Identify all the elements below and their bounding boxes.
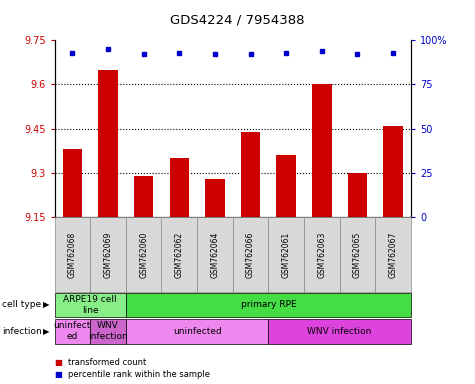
Text: GSM762065: GSM762065 bbox=[353, 231, 362, 278]
Bar bbox=[276, 155, 296, 217]
Bar bbox=[383, 126, 403, 217]
Text: GSM762062: GSM762062 bbox=[175, 231, 184, 278]
Bar bbox=[98, 70, 118, 217]
Bar bbox=[205, 179, 225, 217]
Bar bbox=[312, 84, 332, 217]
Text: ■: ■ bbox=[55, 358, 63, 367]
Text: GSM762066: GSM762066 bbox=[246, 231, 255, 278]
Text: ■: ■ bbox=[55, 370, 63, 379]
Text: ▶: ▶ bbox=[43, 300, 50, 310]
Bar bbox=[241, 132, 260, 217]
Text: GSM762067: GSM762067 bbox=[389, 231, 398, 278]
Text: GSM762069: GSM762069 bbox=[104, 231, 113, 278]
Text: uninfected: uninfected bbox=[173, 327, 221, 336]
Text: cell type: cell type bbox=[2, 300, 41, 310]
Bar bbox=[63, 149, 82, 217]
Text: primary RPE: primary RPE bbox=[240, 300, 296, 310]
Text: GSM762061: GSM762061 bbox=[282, 231, 291, 278]
Text: GSM762064: GSM762064 bbox=[210, 231, 219, 278]
Text: GSM762063: GSM762063 bbox=[317, 231, 326, 278]
Text: transformed count: transformed count bbox=[68, 358, 146, 367]
Text: percentile rank within the sample: percentile rank within the sample bbox=[68, 370, 210, 379]
Text: ▶: ▶ bbox=[43, 327, 50, 336]
Text: GSM762068: GSM762068 bbox=[68, 231, 77, 278]
Text: infection: infection bbox=[2, 327, 42, 336]
Bar bbox=[348, 173, 367, 217]
Text: uninfect
ed: uninfect ed bbox=[54, 321, 91, 341]
Bar bbox=[170, 158, 189, 217]
Text: GDS4224 / 7954388: GDS4224 / 7954388 bbox=[170, 13, 305, 26]
Text: ARPE19 cell
line: ARPE19 cell line bbox=[64, 295, 117, 314]
Text: WNV infection: WNV infection bbox=[307, 327, 372, 336]
Text: WNV
infection: WNV infection bbox=[88, 321, 128, 341]
Text: GSM762060: GSM762060 bbox=[139, 231, 148, 278]
Bar bbox=[134, 176, 153, 217]
